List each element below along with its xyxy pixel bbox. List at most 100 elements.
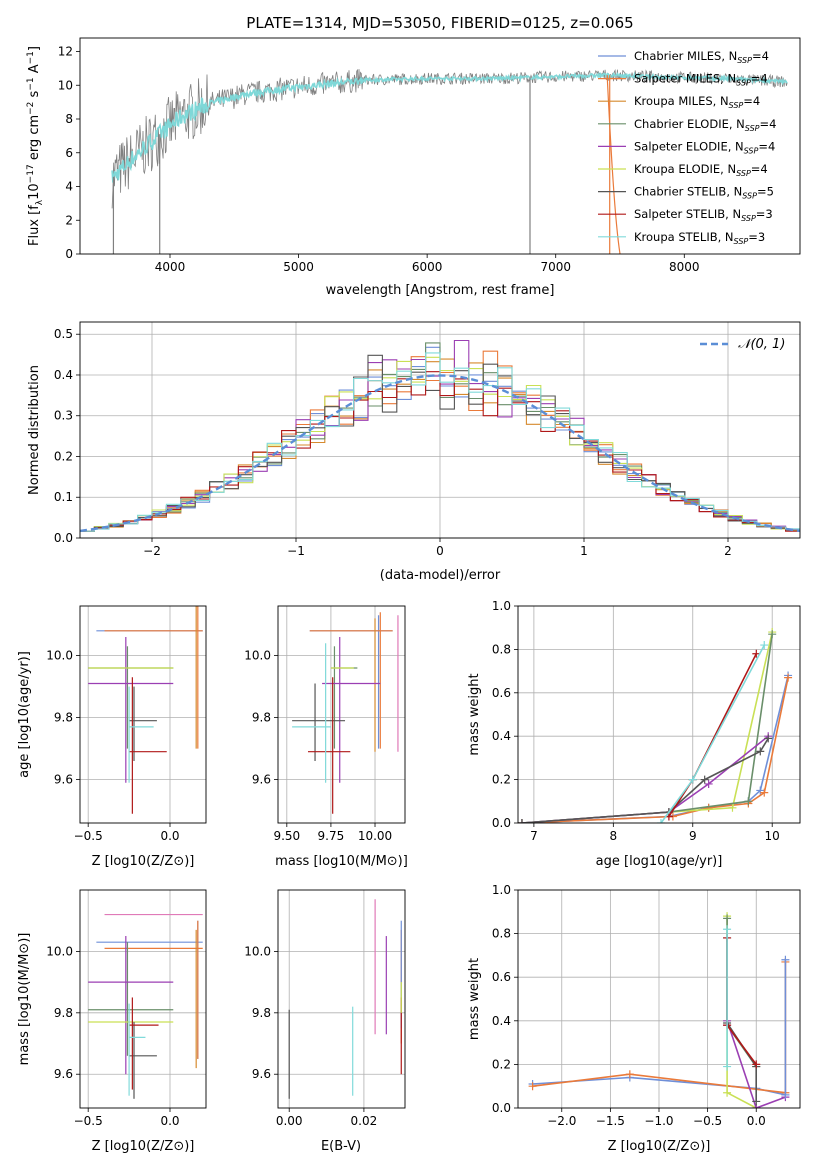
y-tick-label: 10.0 <box>244 649 271 663</box>
x-tick-label: −1 <box>287 544 305 558</box>
axes-frame <box>79 889 207 1109</box>
x-tick-label: 0.0 <box>747 1114 766 1128</box>
x-tick-label: 0.02 <box>351 1114 378 1128</box>
y-tick-label: 0.2 <box>492 773 511 787</box>
mass-weight-line <box>521 677 789 823</box>
y-tick-label: 0.1 <box>54 490 73 504</box>
x-tick-label: −1.5 <box>596 1114 625 1128</box>
x-axis-label: Z [log10(Z/Z⊙)] <box>92 854 195 869</box>
y-tick-label: 9.6 <box>252 773 271 787</box>
spectrum-axes: 4000 5000 6000 7000 8000 0 2 4 6 8 10 12 wavelength … <box>26 37 801 298</box>
x-tick-label: 7000 <box>540 260 571 274</box>
y-axis-label: mass weight <box>467 958 482 1040</box>
y-axis-label-part: −1 <box>26 51 36 64</box>
y-tick-label: 10.0 <box>244 944 271 958</box>
axes-frame <box>277 889 406 1109</box>
y-tick-label: 4 <box>65 180 73 194</box>
y-axis-label: mass [log10(M/M⊙)] <box>17 933 32 1066</box>
mass-weight-marker <box>518 819 526 823</box>
histogram-step <box>80 352 800 532</box>
y-axis-label-part: ] <box>27 46 42 51</box>
age_vs_Z-axes: −0.5 0.0 9.6 9.8 10.0 Z [log10(Z/Z⊙)] age [log… <box>17 605 207 869</box>
axes-frame <box>79 37 801 255</box>
y-tick-label: 9.8 <box>252 711 271 725</box>
x-tick-label: 9.50 <box>273 829 300 843</box>
y-axis-label-part: −2 <box>26 102 36 115</box>
axes-frame <box>517 889 801 1109</box>
y-axis-label: Flux [fλ10−17 erg cm−2 s−1 A−1] <box>26 46 45 246</box>
mass-weight-marker <box>704 779 713 788</box>
residuals-plot-area <box>80 339 800 533</box>
figure-title: PLATE=1314, MJD=53050, FIBERID=0125, z=0… <box>246 14 633 32</box>
mass-weight-marker <box>744 797 753 806</box>
legend-entry: Chabrier STELIB, NSSP=5 <box>634 185 774 201</box>
x-tick-label: 2 <box>724 544 732 558</box>
mass-weight-marker <box>625 1070 634 1079</box>
axes-frame <box>517 605 801 824</box>
x-axis-label: (data-model)/error <box>380 568 501 583</box>
mass_vs_Z-axes: −0.5 0.0 9.6 9.8 10.0 Z [log10(Z/Z⊙)] mass [lo… <box>17 889 207 1154</box>
y-axis-label: mass weight <box>467 673 482 755</box>
massweight_vs_Z-axes: −2.0 −1.5 −1.0 −0.5 0.0 0.0 0.2 0.4 0.6 0.8 1.0 Z [… <box>467 883 801 1154</box>
mass-weight-marker <box>688 775 697 784</box>
age_vs_mass-plot-area <box>292 612 399 814</box>
x-tick-label: 0.0 <box>160 829 179 843</box>
x-tick-label: 6000 <box>412 260 443 274</box>
x-tick-label: 5000 <box>283 260 314 274</box>
legend-entry: Salpeter STELIB, NSSP=3 <box>634 207 773 223</box>
spectrum-cutoff-line <box>606 75 621 254</box>
x-tick-label: 8 <box>610 829 618 843</box>
legend-entry: Chabrier MILES, NSSP=4 <box>634 49 769 65</box>
y-tick-label: 0.2 <box>492 1057 511 1071</box>
legend-entry: Chabrier ELODIE, NSSP=4 <box>634 117 776 133</box>
spectrum-data-line <box>111 68 788 209</box>
y-tick-label: 1.0 <box>492 599 511 613</box>
y-axis-label-part: erg cm <box>27 115 42 164</box>
axes-frame <box>277 605 406 824</box>
y-tick-label: 9.6 <box>54 1067 73 1081</box>
y-tick-label: 1.0 <box>492 883 511 897</box>
mass-weight-marker <box>781 1090 790 1099</box>
x-axis-label: Z [log10(Z/Z⊙)] <box>92 1139 195 1154</box>
y-axis-label: age [log10(age/yr)] <box>17 651 32 778</box>
y-tick-label: 9.6 <box>54 773 73 787</box>
mass-weight-marker <box>752 1060 761 1069</box>
legend-entry: 𝒩(0, 1) <box>738 337 785 352</box>
y-tick-label: 10.0 <box>46 649 73 663</box>
mass-weight-marker <box>768 630 777 639</box>
y-tick-label: 9.8 <box>252 1006 271 1020</box>
y-tick-label: 0 <box>65 247 73 261</box>
x-axis-label: E(B-V) <box>321 1139 361 1154</box>
y-tick-label: 10.0 <box>46 944 73 958</box>
mass-weight-marker <box>656 819 665 823</box>
y-tick-label: 0.8 <box>492 927 511 941</box>
mass-weight-marker <box>723 1062 732 1071</box>
histogram-step <box>80 371 800 532</box>
mass-weight-line <box>726 938 757 1102</box>
spectrum-plot-area <box>111 68 788 254</box>
mass-weight-marker <box>700 775 709 784</box>
mass-weight-line <box>521 631 773 823</box>
x-axis-label: age [log10(age/yr)] <box>596 854 723 869</box>
mass-weight-marker <box>752 1097 761 1106</box>
age_vs_mass-axes: 9.50 9.75 10.00 9.6 9.8 10.0 mass [log10(M/M⊙)… <box>244 605 408 869</box>
massweight_vs_Z-plot-area <box>528 912 790 1108</box>
axes-frame <box>79 321 801 539</box>
y-tick-label: 8 <box>65 112 73 126</box>
x-axis-label: wavelength [Angstrom, rest frame] <box>326 283 555 298</box>
mass-weight-marker <box>760 788 769 797</box>
massweight_vs_age-plot-area <box>518 628 793 823</box>
y-axis-label-part: A <box>27 64 42 77</box>
y-tick-label: 0.2 <box>54 449 73 463</box>
x-tick-label: 8000 <box>669 260 700 274</box>
y-tick-label: 0.6 <box>492 970 511 984</box>
y-tick-label: 12 <box>58 45 73 59</box>
legend-entry: Kroupa MILES, NSSP=4 <box>634 94 760 110</box>
y-axis-label: Normed distribution <box>27 365 42 495</box>
y-tick-label: 6 <box>65 146 73 160</box>
y-axis-label-part: −17 <box>26 164 36 183</box>
x-tick-label: −1.0 <box>644 1114 673 1128</box>
y-tick-label: 9.6 <box>252 1067 271 1081</box>
y-axis-label-part: 10 <box>27 183 42 200</box>
x-tick-label: 4000 <box>155 260 186 274</box>
